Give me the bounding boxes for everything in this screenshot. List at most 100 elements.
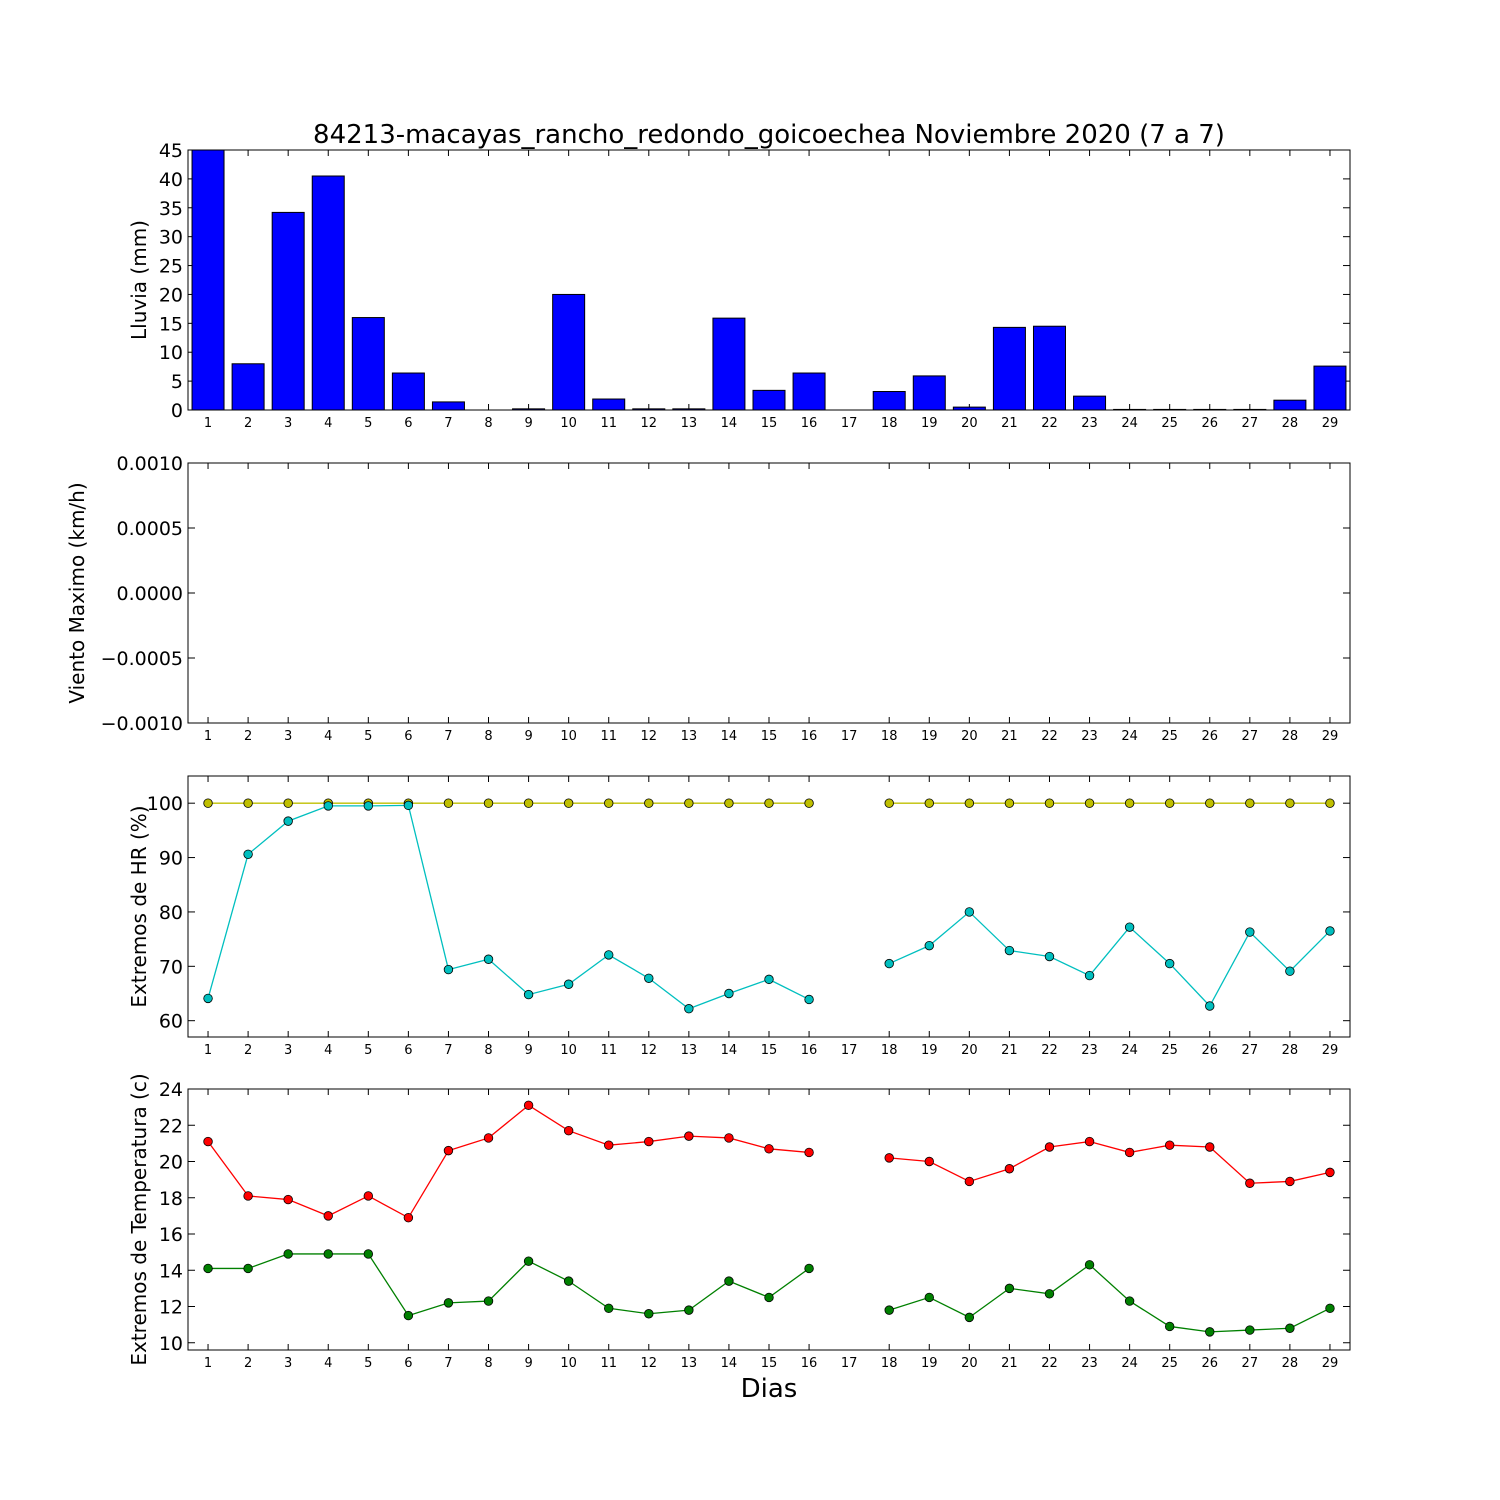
x-tick-label: 25	[1161, 1043, 1178, 1058]
x-tick-label: 20	[961, 729, 978, 744]
hr-min-point	[924, 940, 934, 951]
bar	[1193, 408, 1227, 411]
x-tick-label: 18	[881, 729, 898, 744]
bar	[712, 317, 746, 411]
hr-max-point	[1325, 798, 1335, 808]
x-tick-label: 14	[721, 1356, 738, 1371]
temp-min-point	[1044, 1289, 1055, 1299]
x-tick-label: 29	[1322, 1356, 1339, 1371]
temp-min-point	[523, 1256, 534, 1266]
x-tick-label: 10	[560, 729, 577, 744]
temp-max-line	[207, 1104, 810, 1219]
x-tick-label: 8	[484, 416, 492, 431]
x-tick-label: 20	[961, 1043, 978, 1058]
temp-min-point	[924, 1292, 934, 1303]
x-tick-label: 5	[364, 416, 372, 431]
x-tick-label: 17	[841, 1043, 858, 1058]
x-tick-label: 12	[641, 729, 658, 744]
y-tick-label: 45	[159, 140, 183, 162]
temp-min-point	[724, 1276, 734, 1286]
hr-max-point	[724, 798, 734, 808]
x-tick-label: 6	[404, 416, 412, 431]
x-tick-label: 2	[244, 1356, 252, 1371]
x-tick-label: 23	[1081, 1043, 1098, 1058]
x-tick-label: 14	[721, 416, 738, 431]
x-tick-label: 16	[801, 729, 818, 744]
hr-max-point	[443, 798, 454, 808]
x-tick-label: 23	[1081, 416, 1098, 431]
bar	[311, 175, 345, 411]
x-tick-label: 12	[641, 1043, 658, 1058]
hr-max-point	[964, 798, 975, 808]
x-tick-label: 26	[1201, 416, 1218, 431]
temp-max-point	[1164, 1140, 1175, 1150]
hr-min-point	[363, 801, 374, 811]
hr-max-point	[523, 798, 534, 808]
temp-max-point	[523, 1100, 534, 1111]
x-tick-label: 6	[404, 1043, 412, 1058]
y-tick-label: −0.0010	[101, 713, 183, 735]
hr-min-point	[804, 994, 814, 1005]
y-axis-label: Extremos de HR (%)	[127, 805, 151, 1007]
y-tick-label: 24	[159, 1079, 183, 1101]
plot-frame	[187, 462, 1351, 724]
temp-min-point	[764, 1292, 774, 1303]
x-tick-label: 2	[244, 416, 252, 431]
temp-min-point	[884, 1305, 894, 1315]
hr-min-point	[443, 964, 454, 975]
temp-max-point	[1044, 1142, 1055, 1152]
hr-min-point	[1205, 1001, 1215, 1011]
x-tick-label: 18	[881, 416, 898, 431]
x-tick-label: 19	[921, 1356, 938, 1371]
temp-min-point	[363, 1249, 374, 1259]
temp-max-point	[1124, 1147, 1135, 1158]
bar	[1313, 365, 1347, 411]
plot-frame	[187, 775, 1351, 1038]
hr-min-point	[1245, 927, 1255, 937]
bar	[1113, 408, 1147, 411]
y-tick-label: −0.0005	[101, 648, 183, 670]
x-tick-label: 23	[1081, 729, 1098, 744]
hr-max-point	[1245, 798, 1255, 808]
y-tick-label: 20	[159, 1152, 183, 1174]
x-tick-label: 10	[560, 416, 577, 431]
hr-min-point	[1285, 966, 1295, 976]
x-tick-label: 25	[1161, 729, 1178, 744]
x-axis-label: Dias	[741, 1374, 798, 1404]
hr-min-line	[207, 804, 810, 1010]
hr-max-point	[1285, 798, 1295, 808]
temp-max-point	[804, 1147, 814, 1158]
temp-max-point	[403, 1212, 414, 1223]
temp-min-point	[563, 1276, 574, 1286]
hr-min-point	[644, 973, 654, 983]
y-tick-label: 0.0000	[117, 583, 183, 605]
temp-max-point	[203, 1136, 213, 1147]
bar	[1032, 325, 1066, 411]
y-tick-label: 18	[159, 1188, 183, 1210]
y-tick-label: 5	[171, 371, 183, 393]
hr-max-point	[884, 798, 894, 808]
y-tick-label: 12	[159, 1297, 183, 1319]
hr-min-point	[1004, 945, 1015, 956]
x-tick-label: 27	[1242, 1356, 1259, 1371]
hr-min-point	[483, 954, 494, 964]
hr-max-point	[604, 798, 614, 808]
temp-max-point	[1285, 1176, 1295, 1187]
temp-min-point	[483, 1296, 494, 1306]
hr-min-point	[764, 974, 774, 985]
hr-max-point	[203, 798, 213, 808]
hr-min-point	[403, 800, 414, 811]
x-tick-label: 7	[444, 1043, 452, 1058]
x-tick-label: 2	[244, 1043, 252, 1058]
y-tick-label: 20	[159, 284, 183, 306]
y-axis-label: Viento Maximo (km/h)	[65, 482, 89, 703]
hr-min-point	[1164, 958, 1175, 969]
x-tick-label: 17	[841, 1356, 858, 1371]
x-tick-label: 14	[721, 729, 738, 744]
y-tick-label: 10	[159, 1333, 183, 1355]
bar	[632, 408, 666, 411]
hr-min-point	[724, 988, 734, 999]
x-tick-label: 6	[404, 729, 412, 744]
x-tick-label: 5	[364, 1356, 372, 1371]
